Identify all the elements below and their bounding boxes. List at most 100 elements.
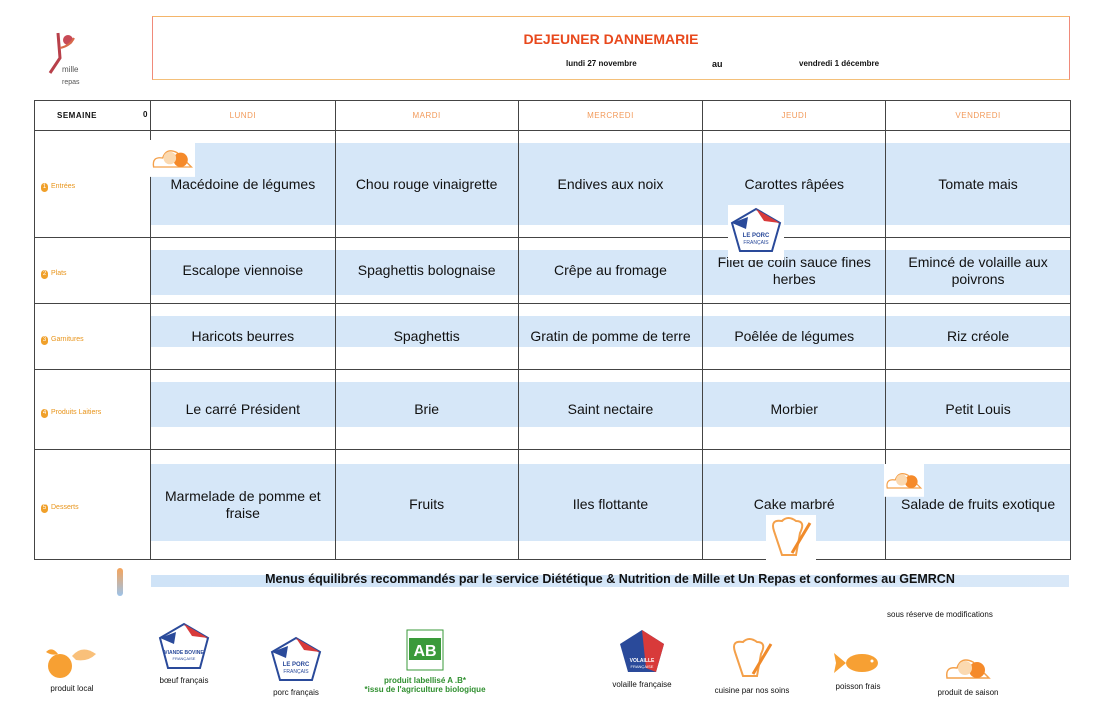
day-header: MERCREDI bbox=[517, 100, 704, 131]
dish-name: Marmelade de pomme et fraise bbox=[165, 487, 321, 521]
header-row: SEMAINE 0 LUNDI MARDI MERCREDI JEUDI VEND… bbox=[34, 100, 1071, 131]
dish-name: Petit Louis bbox=[945, 401, 1011, 417]
dish-name: Fruits bbox=[409, 496, 445, 512]
dish-name: Cake marbré bbox=[753, 496, 835, 512]
highlight-band bbox=[518, 250, 703, 295]
date-from: lundi 27 novembre bbox=[566, 59, 637, 68]
category-cell: 5 Desserts bbox=[34, 449, 151, 560]
dish-cell: Riz créole bbox=[885, 303, 1071, 370]
category-cell: 4 Produits Laitiers bbox=[34, 369, 151, 450]
dish-cell: Brie bbox=[334, 369, 519, 450]
menu-row: 2 Plats Escalope viennoise Spaghettis bolog… bbox=[34, 237, 1071, 304]
highlight-band bbox=[886, 143, 1070, 225]
gemrcn-marker bbox=[117, 568, 123, 596]
day-header: VENDREDI bbox=[885, 100, 1071, 131]
dish-cell: Spaghettis bbox=[334, 303, 519, 370]
dish-name: Emincé de volaille aux poivrons bbox=[908, 253, 1048, 287]
gemrcn-statement: Menus équilibrés recommandés par le serv… bbox=[265, 572, 955, 586]
category-number-icon: 4 bbox=[41, 408, 48, 418]
svg-text:FRANÇAIS: FRANÇAIS bbox=[283, 669, 309, 675]
dish-name: Morbier bbox=[770, 401, 818, 417]
dish-name: Saint nectaire bbox=[567, 401, 654, 417]
category-name: Entrées bbox=[51, 183, 76, 190]
dish-name: Spaghettis bbox=[393, 328, 460, 344]
dish-name: Macédoine de légumes bbox=[170, 175, 316, 192]
dish-cell: Tomate mais bbox=[885, 130, 1071, 238]
dish-cell: Crêpe au fromage bbox=[517, 237, 704, 304]
dish-cell: Gratin de pomme de terre bbox=[517, 303, 704, 370]
dish-name: Tomate mais bbox=[938, 175, 1018, 192]
dish-name: Crêpe au fromage bbox=[554, 262, 667, 278]
category-name: Desserts bbox=[51, 503, 79, 511]
legend-item: produit local bbox=[22, 640, 122, 693]
highlight-band bbox=[518, 316, 703, 347]
category-name: Garnitures bbox=[51, 335, 84, 343]
dish-cell: Macédoine de légumes bbox=[149, 130, 336, 238]
legend-label: volaille française bbox=[612, 680, 672, 689]
dish-cell: Emincé de volaille aux poivrons bbox=[885, 237, 1071, 304]
week-cell: SEMAINE 0 bbox=[34, 100, 151, 131]
highlight-band bbox=[886, 382, 1070, 427]
menu-row: 5 Desserts Marmelade de pomme et fraise Fru… bbox=[34, 449, 1071, 560]
dish-name: Chou rouge vinaigrette bbox=[355, 175, 498, 192]
highlight-band bbox=[335, 382, 518, 427]
highlight-band bbox=[335, 143, 518, 225]
menu-row: 4 Produits Laitiers Le carré Président Brie… bbox=[34, 369, 1071, 450]
dish-cell: Fruits bbox=[334, 449, 519, 560]
porc-francais-icon: LE PORC FRANÇAIS bbox=[246, 634, 346, 684]
highlight-band bbox=[703, 316, 886, 347]
highlight-band bbox=[518, 464, 703, 541]
title-box: DEJEUNER DANNEMARIE lundi 27 novembre au… bbox=[152, 16, 1070, 80]
category-name: Plats bbox=[51, 269, 67, 277]
dish-name: Iles flottante bbox=[572, 496, 649, 512]
dish-cell: Iles flottante bbox=[517, 449, 704, 560]
day-header: LUNDI bbox=[149, 100, 336, 131]
produit-de-saison-icon bbox=[150, 140, 195, 177]
dish-cell: Morbier bbox=[702, 369, 887, 450]
category-cell: 3 Garnitures bbox=[34, 303, 151, 370]
legend-item: VOLAILLE FRANÇAISE volaille française bbox=[592, 628, 692, 689]
mille-et-un-repas-logo: mille repas bbox=[48, 32, 80, 86]
dish-name: Salade de fruits exotique bbox=[901, 496, 1056, 512]
dish-cell: Saint nectaire bbox=[517, 369, 704, 450]
day-header: JEUDI bbox=[702, 100, 887, 131]
cuisine-par-nos-soins-icon bbox=[702, 636, 802, 682]
dish-cell: Petit Louis bbox=[885, 369, 1071, 450]
highlight-band bbox=[335, 250, 518, 295]
legend-label: produit labellisé A .B* bbox=[383, 676, 467, 685]
dish-name: Carottes râpées bbox=[744, 175, 845, 192]
svg-text:LE PORC: LE PORC bbox=[743, 233, 770, 239]
svg-text:AB: AB bbox=[413, 643, 436, 660]
legend-item: AB produit labellisé A .B* *issu de l'agri… bbox=[350, 628, 500, 694]
highlight-band bbox=[335, 316, 518, 347]
menu-row: 3 Garnitures Haricots beurres Spaghettis Gra… bbox=[34, 303, 1071, 370]
produit-de-saison-icon bbox=[918, 648, 1018, 684]
dish-name: Escalope viennoise bbox=[182, 262, 304, 278]
legend-item: VIANDE BOVINE FRANÇAISE bœuf français bbox=[134, 622, 234, 685]
legend-label: cuisine par nos soins bbox=[714, 686, 790, 695]
highlight-band bbox=[886, 316, 1070, 347]
svg-text:LE PORC: LE PORC bbox=[283, 662, 310, 668]
legend-label: poisson frais bbox=[835, 682, 881, 691]
category-number-icon: 2 bbox=[41, 269, 48, 279]
legend-note: *issu de l'agriculture biologique bbox=[364, 685, 486, 694]
legend-label: produit local bbox=[50, 684, 94, 693]
legend-item: produit de saison bbox=[918, 648, 1018, 697]
cuisine-par-nos-soins-icon bbox=[766, 515, 816, 566]
dish-cell: Poêlée de légumes bbox=[702, 303, 887, 370]
highlight-band bbox=[150, 250, 335, 295]
day-header: MARDI bbox=[334, 100, 519, 131]
category-label: 1 Entrées bbox=[35, 183, 76, 192]
dish-name: Endives aux noix bbox=[557, 175, 664, 192]
legend-label: bœuf français bbox=[159, 676, 209, 685]
svg-text:FRANÇAIS: FRANÇAIS bbox=[743, 240, 769, 246]
category-cell: 1 Entrées bbox=[34, 130, 151, 238]
highlight-band bbox=[150, 464, 335, 541]
dish-cell: Haricots beurres bbox=[149, 303, 336, 370]
dish-name: Brie bbox=[414, 401, 440, 417]
dish-cell: Marmelade de pomme et fraise bbox=[149, 449, 336, 560]
reserve-note: sous réserve de modifications bbox=[887, 610, 993, 619]
produit-local-icon bbox=[22, 640, 122, 680]
poisson-frais-icon bbox=[808, 648, 908, 678]
date-separator: au bbox=[712, 59, 723, 69]
